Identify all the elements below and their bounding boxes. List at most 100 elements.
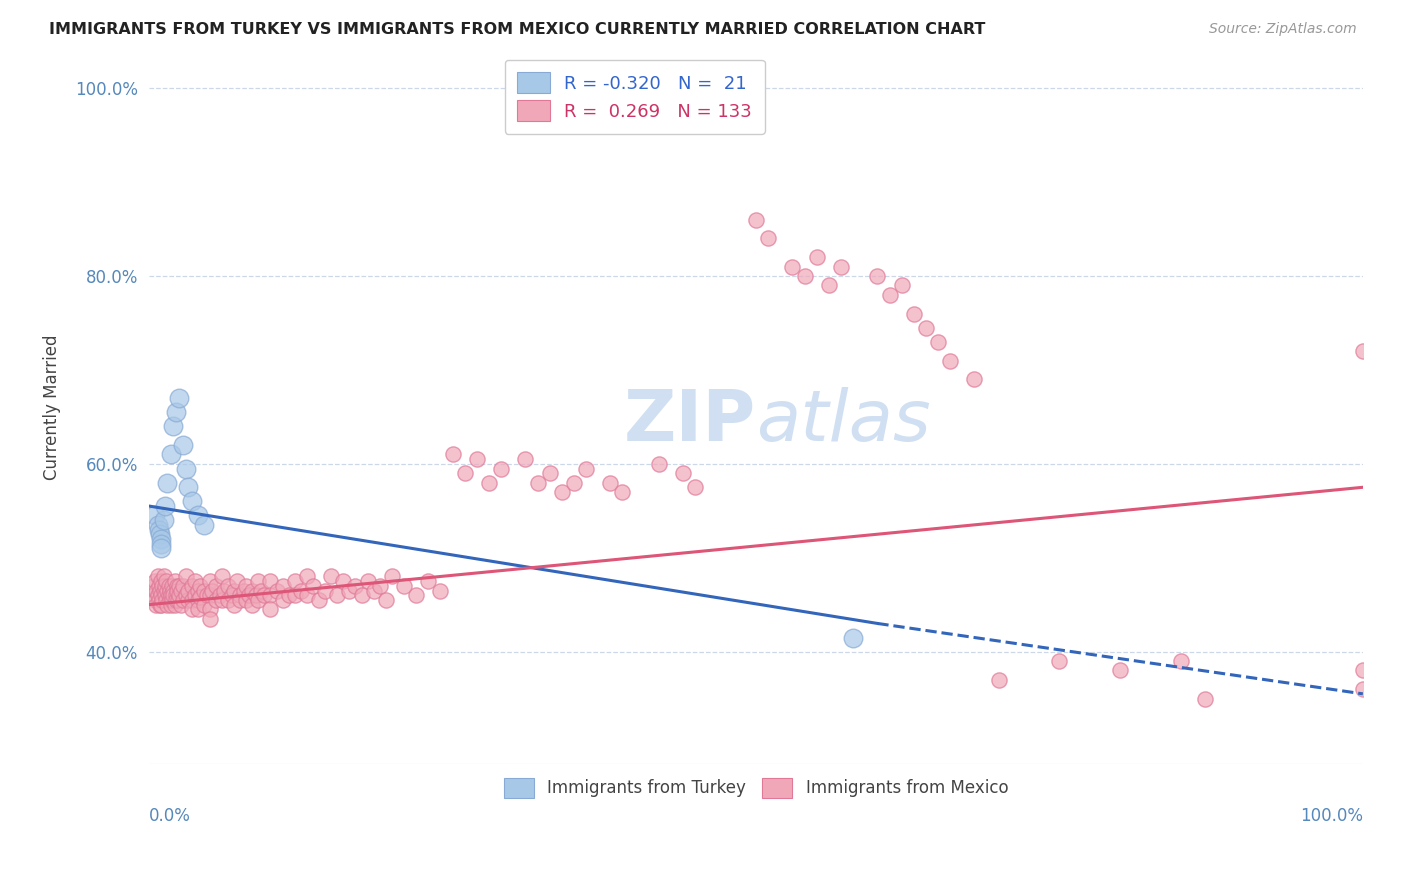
- Point: [159, 583, 181, 598]
- Point: [159, 593, 181, 607]
- Point: [157, 588, 180, 602]
- Point: [146, 569, 169, 583]
- Point: [247, 574, 270, 589]
- Point: [890, 278, 912, 293]
- Point: [240, 598, 263, 612]
- Point: [148, 579, 170, 593]
- Point: [143, 508, 166, 523]
- Point: [314, 583, 336, 598]
- Point: [374, 593, 396, 607]
- Point: [149, 583, 172, 598]
- Point: [1351, 682, 1374, 697]
- Point: [927, 334, 949, 349]
- Point: [180, 579, 202, 593]
- Point: [156, 583, 179, 598]
- Point: [344, 579, 367, 593]
- Point: [321, 569, 343, 583]
- Point: [879, 287, 901, 301]
- Point: [152, 583, 174, 598]
- Point: [987, 673, 1010, 687]
- Point: [162, 583, 184, 598]
- Point: [150, 541, 173, 556]
- Point: [1049, 654, 1071, 668]
- Point: [160, 588, 183, 602]
- Point: [163, 598, 186, 612]
- Point: [188, 590, 211, 604]
- Point: [146, 517, 169, 532]
- Point: [1351, 344, 1374, 359]
- Point: [174, 569, 197, 583]
- Point: [153, 499, 176, 513]
- Point: [551, 485, 574, 500]
- Point: [193, 583, 215, 598]
- Point: [160, 579, 183, 593]
- Point: [806, 250, 828, 264]
- Point: [165, 588, 187, 602]
- Point: [143, 574, 166, 589]
- Point: [866, 268, 889, 283]
- Point: [222, 583, 245, 598]
- Point: [150, 532, 173, 546]
- Point: [217, 579, 239, 593]
- Point: [214, 583, 236, 598]
- Point: [187, 583, 209, 598]
- Point: [156, 598, 179, 612]
- Point: [284, 588, 307, 602]
- Point: [169, 588, 191, 602]
- Point: [149, 527, 172, 541]
- Point: [170, 583, 193, 598]
- Y-axis label: Currently Married: Currently Married: [44, 334, 60, 480]
- Point: [198, 612, 221, 626]
- Point: [295, 588, 318, 602]
- Point: [326, 588, 349, 602]
- Point: [142, 579, 165, 593]
- Point: [150, 588, 173, 602]
- Point: [830, 260, 852, 274]
- Point: [648, 457, 671, 471]
- Point: [308, 593, 330, 607]
- Point: [165, 593, 187, 607]
- Point: [368, 579, 391, 593]
- Point: [672, 466, 695, 480]
- Point: [198, 588, 221, 602]
- Point: [221, 588, 243, 602]
- Point: [148, 593, 170, 607]
- Point: [271, 593, 294, 607]
- Point: [205, 579, 228, 593]
- Point: [225, 574, 247, 589]
- Point: [193, 598, 215, 612]
- Point: [165, 405, 187, 419]
- Point: [174, 588, 197, 602]
- Point: [575, 461, 598, 475]
- Point: [915, 320, 938, 334]
- Point: [146, 588, 169, 602]
- Point: [150, 598, 173, 612]
- Point: [903, 307, 925, 321]
- Point: [169, 579, 191, 593]
- Text: 100.0%: 100.0%: [1301, 807, 1362, 825]
- Point: [160, 598, 183, 612]
- Point: [152, 569, 174, 583]
- Point: [332, 574, 354, 589]
- Point: [356, 574, 378, 589]
- Point: [180, 494, 202, 508]
- Point: [277, 588, 299, 602]
- Point: [337, 583, 360, 598]
- Point: [441, 447, 464, 461]
- Point: [1170, 654, 1192, 668]
- Point: [238, 588, 260, 602]
- Point: [174, 461, 197, 475]
- Point: [405, 588, 427, 602]
- Point: [177, 583, 200, 598]
- Point: [235, 579, 257, 593]
- Point: [1109, 664, 1132, 678]
- Point: [155, 593, 177, 607]
- Point: [266, 583, 288, 598]
- Point: [465, 452, 488, 467]
- Point: [290, 583, 312, 598]
- Point: [162, 588, 184, 602]
- Point: [162, 419, 184, 434]
- Point: [169, 391, 191, 405]
- Point: [152, 513, 174, 527]
- Point: [211, 593, 233, 607]
